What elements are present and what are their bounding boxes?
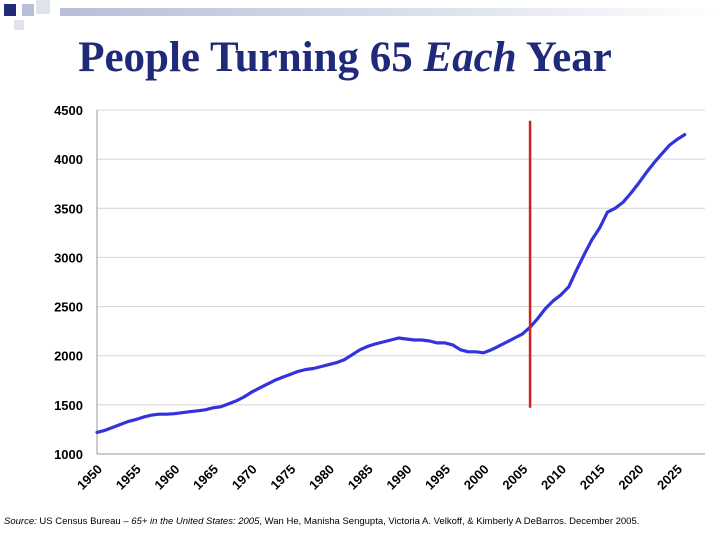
x-tick-label: 1970 [229, 462, 260, 493]
line-chart: 1000 1500 2000 2500 3000 3500 4000 4500 1950 1955… [54, 103, 705, 493]
deco-square [14, 20, 24, 30]
series-line [95, 132, 687, 434]
x-tick-label: 1955 [113, 462, 144, 493]
decorative-squares [4, 0, 50, 30]
source-citation: Source: US Census Bureau – 65+ in the Un… [4, 516, 720, 527]
title-text: People Turning 65 [78, 34, 424, 81]
x-tick-label: 2020 [615, 462, 646, 493]
x-tick-label: 2015 [577, 462, 608, 493]
x-tick-label: 1985 [345, 462, 376, 493]
x-tick-label: 1990 [383, 462, 414, 493]
x-tick-label: 2000 [461, 462, 492, 493]
title-emphasis: Each [423, 34, 517, 81]
y-tick-label: 2000 [54, 349, 83, 364]
slide-title: People Turning 65 Each Year [0, 36, 690, 79]
decorative-title-bar [60, 8, 720, 16]
x-tick-label: 2010 [538, 462, 569, 493]
x-tick-label: 2025 [654, 462, 685, 493]
x-tick-label: 2005 [499, 462, 530, 493]
deco-square [22, 4, 34, 16]
y-tick-label: 2500 [54, 300, 83, 315]
x-tick-label: 1960 [151, 462, 182, 493]
x-tick-label: 1965 [190, 462, 221, 493]
title-text-end: Year [516, 34, 612, 81]
x-tick-label: 1980 [306, 462, 337, 493]
y-tick-label: 4500 [54, 103, 83, 118]
y-tick-label: 3500 [54, 201, 83, 216]
source-text: US Census Bureau – [36, 516, 132, 527]
y-tick-label: 1000 [54, 447, 83, 462]
x-tick-label: 1975 [267, 462, 298, 493]
deco-square [36, 0, 50, 14]
x-tick-label: 1995 [422, 462, 453, 493]
source-label: Source: [4, 516, 37, 527]
x-tick-label: 1950 [74, 462, 105, 493]
deco-square [4, 4, 16, 16]
source-publication: 65+ in the United States: 2005 [131, 516, 260, 527]
y-tick-label: 1500 [54, 398, 83, 413]
source-authors: , Wan He, Manisha Sengupta, Victoria A. … [259, 516, 640, 527]
y-tick-label: 3000 [54, 250, 83, 265]
y-tick-label: 4000 [54, 152, 83, 167]
